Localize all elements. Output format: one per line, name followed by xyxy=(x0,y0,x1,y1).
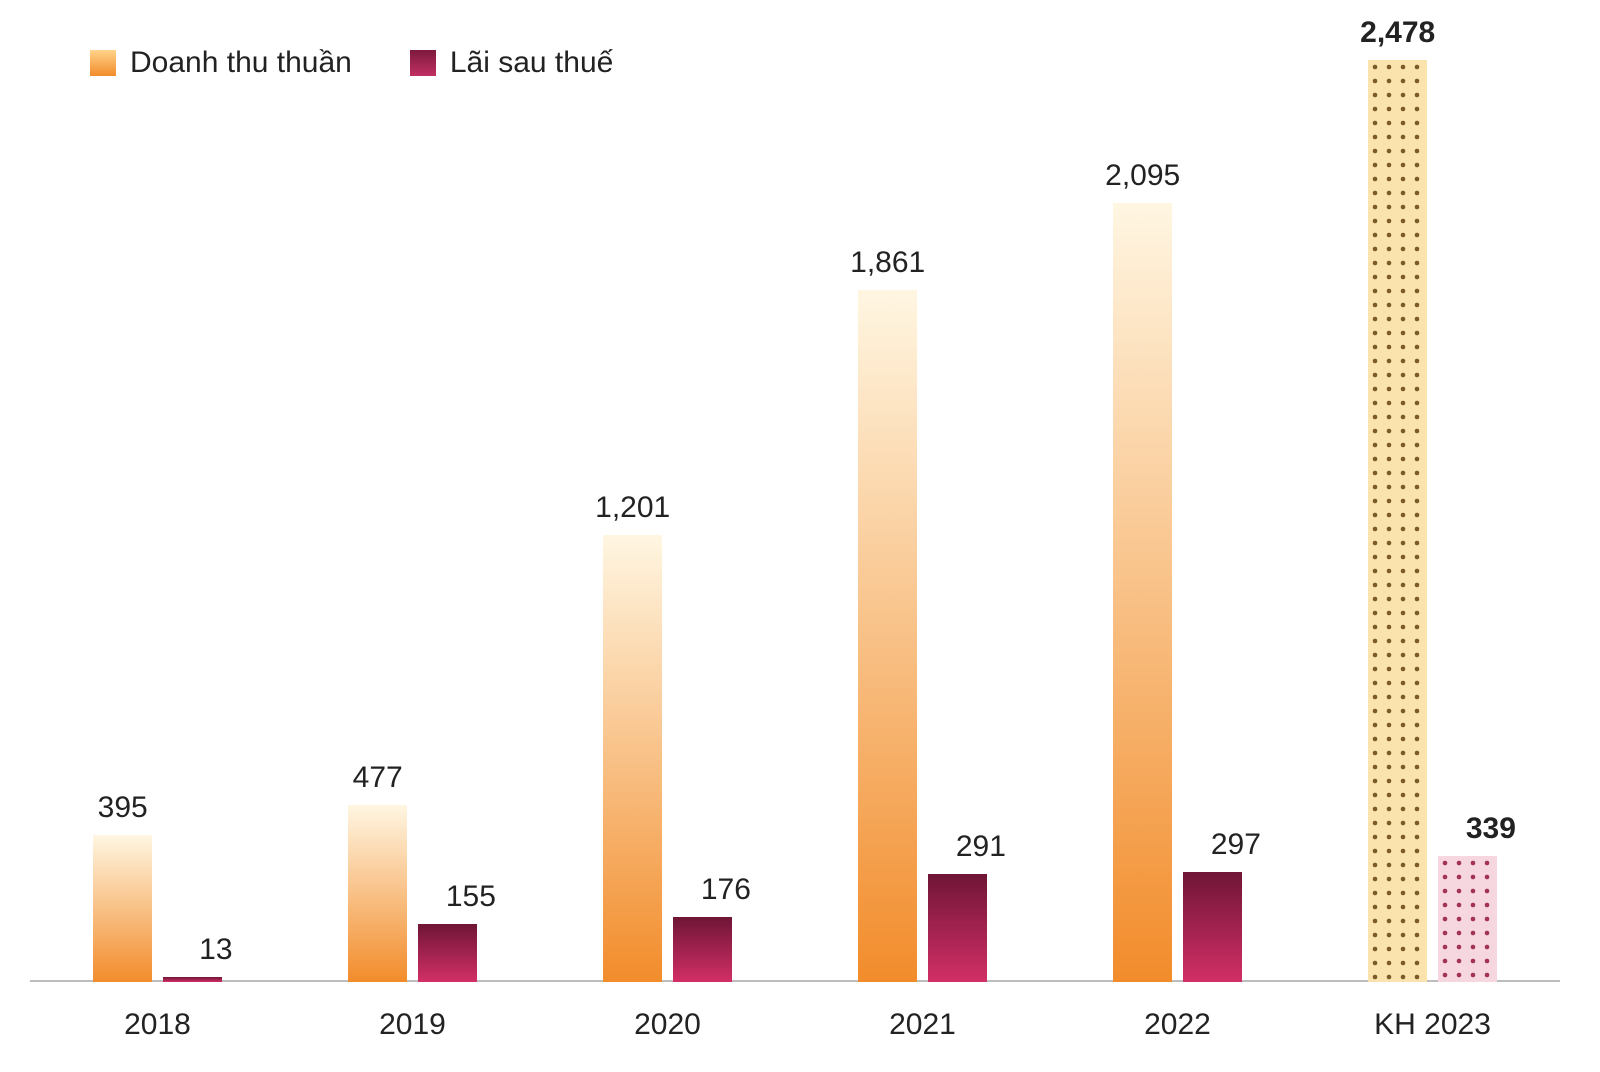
bar-profit xyxy=(163,977,222,982)
category-label: 2022 xyxy=(1050,1008,1305,1042)
bar-profit xyxy=(418,924,477,982)
bar-label-profit: 176 xyxy=(646,873,806,907)
revenue-profit-chart: Doanh thu thuần Lãi sau thuế 39513201847… xyxy=(0,0,1600,1072)
bar-label-profit: 291 xyxy=(901,830,1061,864)
bar-label-revenue: 2,478 xyxy=(1318,16,1478,50)
bar-label-revenue: 1,861 xyxy=(808,246,968,280)
plot-area: 39513201847715520191,20117620201,8612912… xyxy=(30,60,1560,982)
bar-label-revenue: 1,201 xyxy=(553,491,713,525)
bar-revenue xyxy=(858,290,917,982)
bar-profit xyxy=(928,874,987,982)
x-axis-baseline xyxy=(30,980,1560,982)
bar-label-profit: 155 xyxy=(391,880,551,914)
bar-revenue xyxy=(1113,203,1172,982)
category-label: KH 2023 xyxy=(1305,1008,1560,1042)
category-label: 2020 xyxy=(540,1008,795,1042)
bar-label-profit: 339 xyxy=(1411,812,1571,846)
bar-label-revenue: 477 xyxy=(298,761,458,795)
bar-revenue xyxy=(603,535,662,982)
category-label: 2021 xyxy=(795,1008,1050,1042)
bar-label-profit: 13 xyxy=(136,933,296,967)
bar-profit xyxy=(673,917,732,982)
category-label: 2018 xyxy=(30,1008,285,1042)
bar-profit xyxy=(1183,872,1242,983)
category-label: 2019 xyxy=(285,1008,540,1042)
bar-label-profit: 297 xyxy=(1156,828,1316,862)
bar-profit xyxy=(1438,856,1497,982)
bar-label-revenue: 2,095 xyxy=(1063,159,1223,193)
bar-label-revenue: 395 xyxy=(43,791,203,825)
